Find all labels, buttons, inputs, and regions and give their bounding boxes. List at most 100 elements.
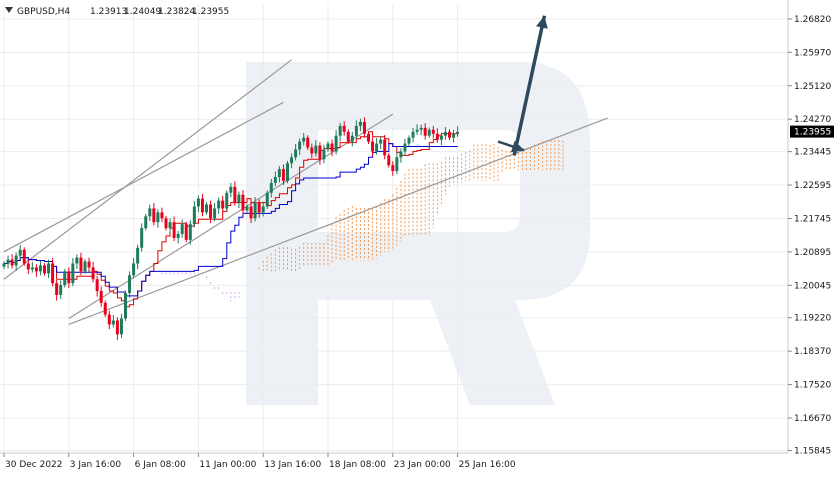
- candle-body: [249, 206, 253, 219]
- candle-body: [310, 147, 314, 154]
- candle-body: [338, 125, 342, 136]
- current-price-tag: 1.23955: [790, 125, 834, 138]
- candle-body: [294, 149, 298, 158]
- candle-body: [51, 263, 55, 284]
- candle-body: [362, 121, 366, 134]
- candle-body: [452, 133, 456, 138]
- candlesticks: [2, 117, 460, 340]
- y-tick-label: 1.15845: [794, 446, 831, 456]
- candle-body: [427, 129, 431, 136]
- candle-body: [322, 149, 326, 160]
- candle-body: [34, 267, 38, 272]
- y-tick-label: 1.26820: [794, 15, 831, 25]
- y-tick-label: 1.19220: [794, 314, 831, 324]
- candle-body: [176, 234, 180, 238]
- candle-body: [318, 145, 322, 160]
- candle-body: [184, 224, 188, 240]
- time-axis: 30 Dec 2022 3 Jan 16:00 6 Jan 08:00 11 Jan …: [3, 453, 516, 470]
- candle-body: [399, 151, 403, 158]
- candle-body: [38, 265, 42, 272]
- candle-body: [196, 198, 200, 207]
- candle-body: [229, 186, 233, 193]
- y-tick-label: 1.24270: [794, 115, 831, 125]
- candle-body: [245, 206, 249, 211]
- candle-body: [290, 157, 294, 164]
- x-tick-label: 3 Jan 16:00: [70, 460, 122, 470]
- candle-body: [160, 212, 164, 219]
- y-tick-label: 1.20045: [794, 281, 831, 291]
- candle-body: [75, 257, 79, 264]
- candle-body: [221, 200, 225, 209]
- trend-channel-lines: [3, 59, 608, 325]
- y-tick-label: 1.22595: [794, 181, 831, 191]
- y-tick-label: 1.25970: [794, 48, 831, 58]
- candle-body: [391, 165, 395, 172]
- candle-body: [156, 212, 160, 223]
- candle-body: [124, 292, 127, 319]
- candle-body: [30, 267, 34, 270]
- candle-body: [314, 145, 318, 154]
- candle-body: [119, 318, 123, 335]
- candle-body: [387, 155, 391, 166]
- candle-body: [342, 125, 346, 132]
- candle-body: [47, 263, 51, 274]
- candle-body: [87, 261, 91, 268]
- y-tick-label: 1.20895: [794, 248, 831, 258]
- candle-body: [95, 279, 99, 292]
- candle-body: [431, 129, 435, 134]
- channel-line: [68, 117, 608, 325]
- candle-body: [180, 224, 184, 235]
- candle-body: [107, 314, 111, 325]
- candle-body: [346, 131, 350, 142]
- candle-body: [26, 263, 30, 270]
- candle-body: [326, 143, 330, 150]
- header-low: 1.23824: [158, 7, 195, 17]
- candle-body: [209, 204, 213, 219]
- x-tick-label: 18 Jan 08:00: [329, 460, 386, 470]
- channel-line: [3, 59, 292, 280]
- candle-body: [128, 275, 132, 293]
- candle-body: [281, 169, 285, 181]
- candle-body: [383, 139, 387, 156]
- candle-body: [200, 198, 204, 213]
- candle-body: [192, 206, 196, 225]
- candle-body: [443, 131, 447, 136]
- x-tick-label: 13 Jan 16:00: [264, 460, 321, 470]
- candle-body: [448, 131, 451, 138]
- candle-body: [18, 249, 22, 256]
- candle-body: [261, 206, 265, 213]
- candle-body: [79, 257, 83, 272]
- candle-body: [298, 141, 302, 150]
- candle-body: [241, 194, 245, 211]
- current-price-label: 1.23955: [794, 128, 831, 138]
- candle-body: [269, 182, 273, 193]
- candle-body: [164, 218, 168, 229]
- channel-line: [68, 113, 394, 320]
- candle-body: [419, 127, 423, 130]
- candle-body: [6, 259, 10, 264]
- y-tick-label: 1.18370: [794, 347, 831, 357]
- x-tick-label: 23 Jan 00:00: [394, 460, 451, 470]
- grid: [0, 4, 788, 453]
- header-open: 1.23913: [90, 7, 127, 17]
- candle-body: [43, 265, 46, 274]
- channel-line: [3, 101, 284, 253]
- x-tick-label: 11 Jan 00:00: [199, 460, 256, 470]
- y-tick-label: 1.17520: [794, 381, 831, 391]
- candle-body: [188, 224, 192, 240]
- candle-body: [302, 137, 306, 142]
- candle-body: [375, 143, 379, 152]
- candle-body: [144, 216, 148, 229]
- candle-body: [286, 163, 289, 181]
- candle-body: [148, 208, 152, 217]
- y-tick-label: 1.16670: [794, 414, 831, 424]
- candle-body: [379, 139, 383, 144]
- candle-body: [10, 259, 14, 266]
- candle-body: [115, 320, 119, 335]
- candle-body: [273, 176, 277, 183]
- header-close: 1.23955: [192, 7, 229, 17]
- forecast-arrows: [497, 15, 548, 156]
- candle-body: [132, 263, 136, 276]
